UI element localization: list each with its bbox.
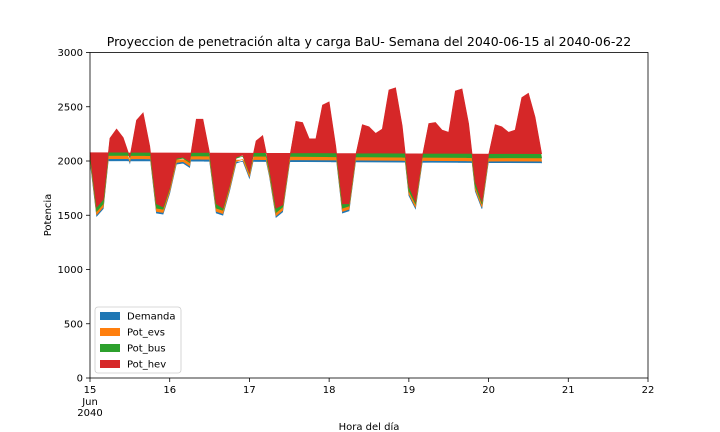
legend-label: Pot_hev xyxy=(127,360,166,371)
area-series-pot-hev xyxy=(89,87,543,209)
legend-swatch xyxy=(100,328,120,336)
x-tick-label: 20 xyxy=(482,385,495,396)
legend-box xyxy=(94,306,182,374)
x-tick-label: 17 xyxy=(243,385,256,396)
legend-label: Pot_evs xyxy=(127,328,165,339)
x-tick-label: 15 xyxy=(84,385,97,396)
y-axis-label: Potencia xyxy=(43,194,54,237)
x-tick-sublabel-year: 2040 xyxy=(77,408,102,419)
x-tick-label: 19 xyxy=(402,385,415,396)
x-tick-label: 22 xyxy=(642,385,655,396)
y-tick-label: 1500 xyxy=(58,211,83,222)
y-axis: 0 500 1000 1500 2000 2500 3000 xyxy=(58,48,90,385)
y-tick-label: 2500 xyxy=(58,102,83,113)
x-tick-label: 21 xyxy=(562,385,575,396)
y-tick-label: 2000 xyxy=(58,157,83,168)
x-axis-label: Hora del día xyxy=(339,421,400,432)
y-tick-label: 0 xyxy=(77,374,83,385)
y-tick-label: 1000 xyxy=(58,265,83,276)
legend-swatch xyxy=(100,344,120,352)
area-layers xyxy=(89,87,543,218)
chart-title: Proyeccion de penetración alta y carga B… xyxy=(107,34,632,49)
legend-label: Demanda xyxy=(127,312,176,323)
legend-swatch xyxy=(100,312,120,320)
legend: Demanda Pot_evs Pot_bus Pot_hev xyxy=(94,306,182,374)
y-tick-label: 500 xyxy=(64,319,83,330)
y-tick-label: 3000 xyxy=(58,48,83,59)
legend-swatch xyxy=(100,360,120,368)
x-tick-label: 18 xyxy=(323,385,336,396)
x-tick-label: 16 xyxy=(163,385,176,396)
legend-label: Pot_bus xyxy=(127,344,166,355)
x-tick-sublabel-month: Jun xyxy=(81,397,98,408)
